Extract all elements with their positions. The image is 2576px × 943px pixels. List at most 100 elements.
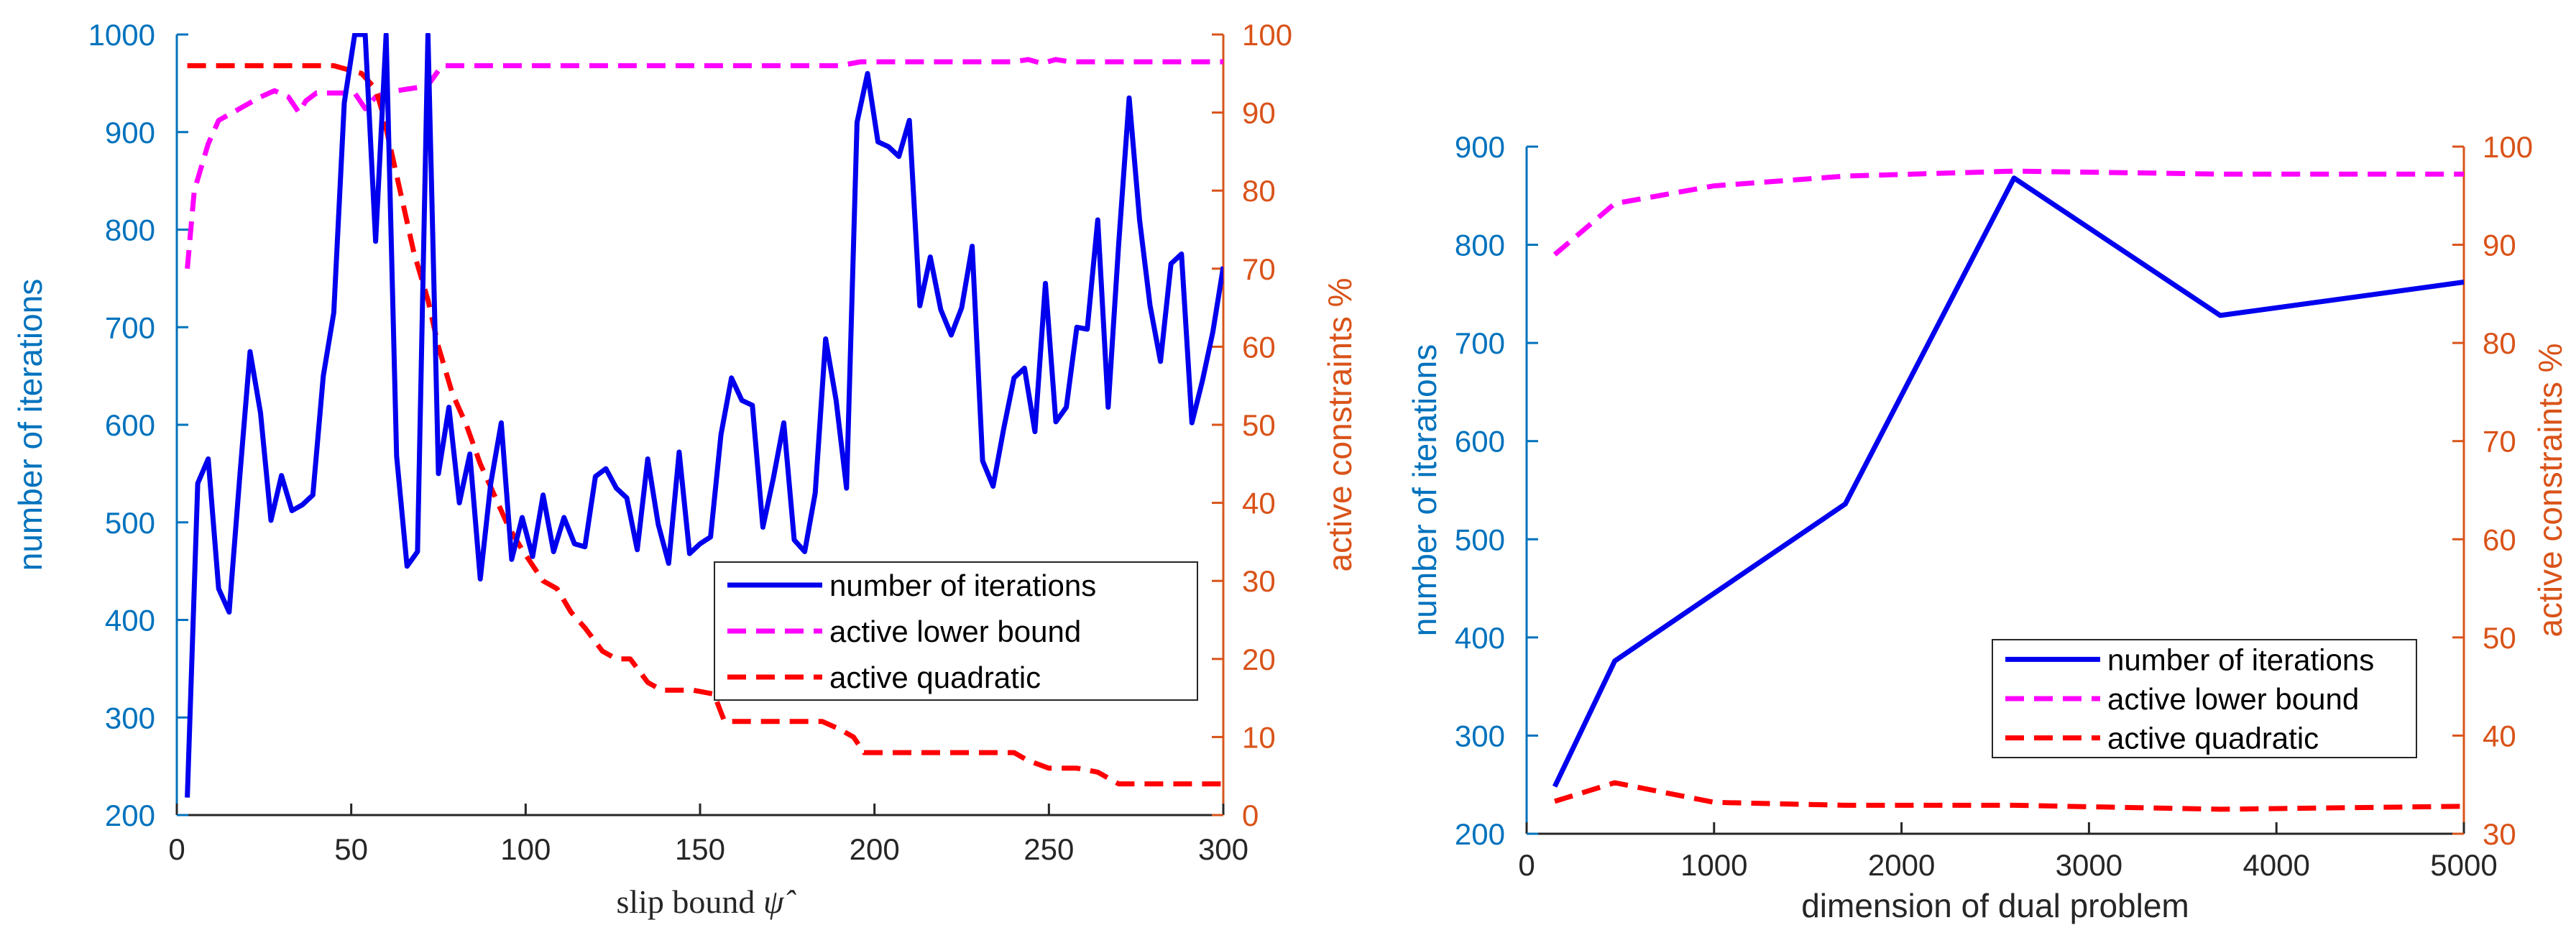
data-point (407, 89, 408, 90)
data-point (1614, 203, 1615, 204)
x-tick-label: 2000 (1868, 848, 1935, 882)
data-point (187, 797, 188, 798)
data-point (1845, 805, 1846, 806)
data-point (187, 65, 188, 66)
left-y-tick-label: 200 (1455, 817, 1505, 851)
right-y-tick-label: 90 (2483, 229, 2516, 262)
y-axis-label: number of iterations (12, 279, 49, 571)
data-point (731, 377, 732, 378)
series-line-active-quadratic (1554, 780, 2464, 812)
left-y-tick-label: 800 (105, 213, 155, 247)
data-point (898, 156, 899, 157)
x-tick-label: 250 (1024, 832, 1074, 866)
data-point (249, 351, 250, 352)
right-y-tick-label: 70 (2483, 425, 2516, 459)
x-tick-label: 150 (675, 832, 725, 866)
data-point (940, 309, 941, 310)
data-point (375, 241, 376, 242)
data-point (874, 62, 875, 63)
data-point (218, 120, 219, 121)
data-point (846, 488, 847, 489)
data-point (1028, 59, 1029, 60)
data-point (919, 305, 920, 306)
data-point (1845, 176, 1846, 177)
data-point (595, 476, 596, 477)
legend-label: number of iterations (829, 569, 1096, 602)
data-point (375, 89, 376, 90)
data-point (344, 103, 345, 104)
left-y-tick-label: 700 (105, 310, 155, 344)
right-y-tick-label: 50 (2483, 621, 2516, 655)
data-point (1045, 283, 1046, 284)
data-point (288, 96, 289, 97)
right-y-tick-label: 100 (2483, 130, 2533, 164)
right-y-tick-label: 60 (1242, 330, 1276, 364)
data-point (1139, 219, 1140, 220)
x-axis-label-symbol: ψ̂ (763, 883, 797, 920)
data-point (602, 650, 603, 651)
data-point (693, 690, 694, 691)
legend-label: number of iterations (2107, 643, 2374, 676)
left-y-tick-label: 600 (1455, 425, 1505, 459)
data-point (1013, 62, 1014, 63)
data-point (1150, 305, 1151, 306)
data-point (804, 551, 805, 552)
data-point (438, 473, 439, 474)
x-axis-label: slip bound ψ̂ (616, 883, 796, 920)
x-tick-label: 0 (168, 832, 185, 866)
right-y-tick-label: 10 (1242, 720, 1276, 754)
chart-left: 0 50 100 150 200 250 3002003004005006007008009… (12, 18, 1358, 920)
right-y-tick-label: 100 (1242, 18, 1292, 52)
data-point (909, 120, 910, 121)
y-axis-label-right: active constraints % (1321, 277, 1358, 571)
legend-label: active quadratic (829, 661, 1041, 694)
data-point (271, 520, 272, 521)
right-y-tick-label: 50 (1242, 408, 1276, 442)
data-point (354, 34, 355, 35)
data-point (417, 551, 418, 552)
data-point (490, 483, 491, 484)
data-point (392, 159, 393, 160)
data-point (951, 335, 952, 336)
left-y-tick-label: 900 (105, 116, 155, 150)
right-y-tick-label: 80 (1242, 174, 1276, 208)
right-y-tick-label: 30 (1242, 564, 1276, 598)
x-tick-label: 0 (1518, 848, 1535, 882)
x-tick-label: 5000 (2430, 848, 2497, 882)
data-point (1118, 783, 1119, 784)
data-point (448, 407, 449, 408)
right-y-tick-label: 40 (1242, 487, 1276, 520)
x-tick-label: 4000 (2242, 848, 2309, 882)
data-point (417, 87, 418, 88)
right-y-tick-label: 70 (1242, 252, 1276, 286)
data-point (2014, 171, 2015, 172)
left-y-tick-label: 500 (1455, 523, 1505, 556)
data-point (1056, 59, 1057, 60)
x-tick-label: 50 (334, 832, 368, 866)
data-point (1066, 407, 1067, 408)
left-y-tick-label: 400 (1455, 621, 1505, 655)
legend-label: active quadratic (2107, 722, 2319, 755)
data-point (584, 627, 585, 628)
left-y-tick-label: 300 (1455, 719, 1505, 753)
data-point (710, 537, 711, 538)
data-point (668, 563, 669, 564)
data-point (836, 400, 837, 401)
data-point (721, 434, 722, 435)
y-axis-label-right: active constraints % (2531, 343, 2569, 637)
left-y-tick-label: 600 (105, 408, 155, 442)
data-point (525, 65, 526, 66)
x-tick-label: 200 (850, 832, 900, 866)
x-axis-label: dimension of dual problem (1801, 887, 2189, 924)
x-axis-label-text: slip bound (616, 883, 763, 920)
data-point (1041, 63, 1042, 64)
data-point (1845, 504, 1846, 505)
data-point (1034, 431, 1035, 432)
data-point (414, 253, 415, 254)
data-point (661, 690, 662, 691)
data-point (1003, 429, 1004, 430)
chart-right: 0 1000 2000 3000 4000 5000 200 300 400 500 600 700 8… (1406, 130, 2569, 924)
data-point (553, 551, 554, 552)
data-point (511, 559, 512, 560)
data-point (298, 112, 299, 113)
